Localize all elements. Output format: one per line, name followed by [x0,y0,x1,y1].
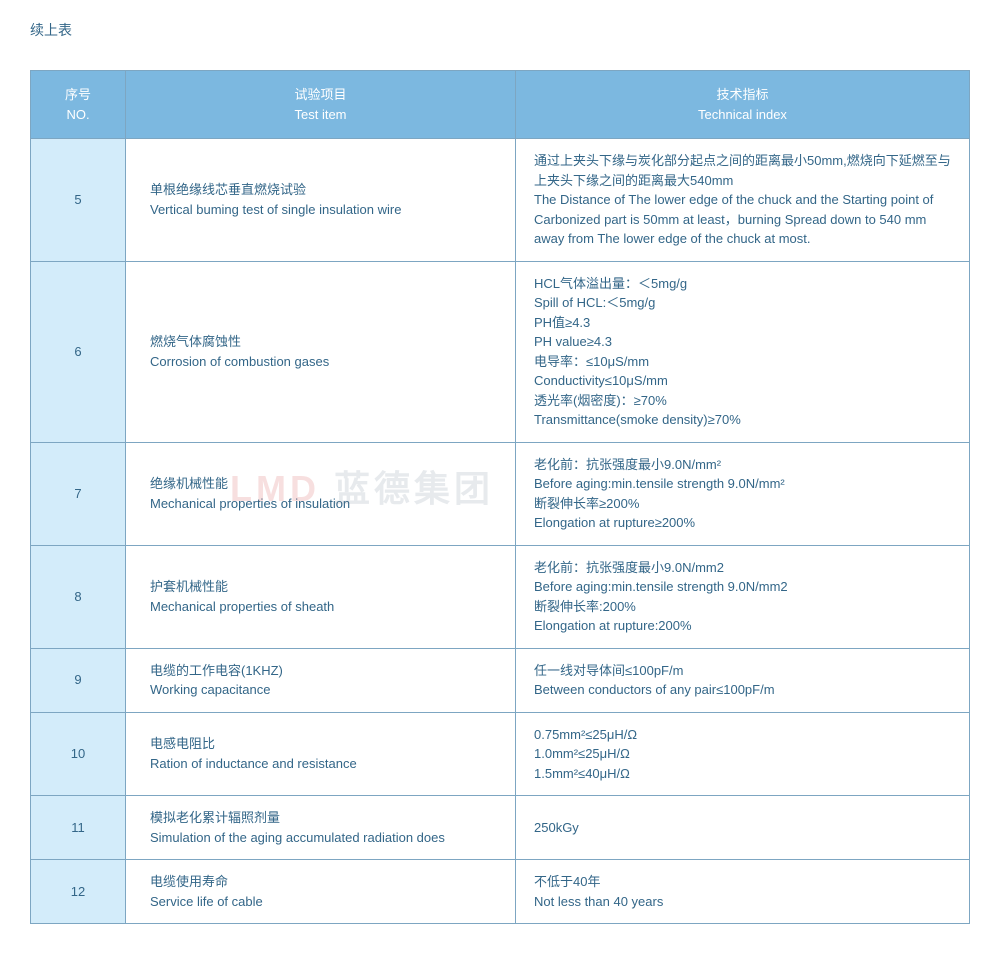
cell-no: 6 [31,261,126,442]
table-header-row: 序号 NO. 试验项目 Test item 技术指标 Technical ind… [31,71,970,139]
cell-test-item: 绝缘机械性能Mechanical properties of insulatio… [126,442,516,545]
cell-technical-index: 通过上夹头下缘与炭化部分起点之间的距离最小50mm,燃烧向下延燃至与上夹头下缘之… [516,139,970,262]
cell-test-item: 电缆使用寿命Service life of cable [126,860,516,924]
cell-technical-index: 任一线对导体间≤100pF/mBetween conductors of any… [516,648,970,712]
cell-technical-index: 0.75mm²≤25μH/Ω1.0mm²≤25μH/Ω1.5mm²≤40μH/Ω [516,712,970,796]
cell-no: 11 [31,796,126,860]
spec-table: 序号 NO. 试验项目 Test item 技术指标 Technical ind… [30,70,970,924]
cell-test-item: 模拟老化累计辐照剂量Simulation of the aging accumu… [126,796,516,860]
cell-technical-index: 不低于40年Not less than 40 years [516,860,970,924]
cell-test-item: 燃烧气体腐蚀性Corrosion of combustion gases [126,261,516,442]
cell-technical-index: 老化前：抗张强度最小9.0N/mm²Before aging:min.tensi… [516,442,970,545]
cell-technical-index: 250kGy [516,796,970,860]
cell-no: 7 [31,442,126,545]
cell-no: 8 [31,545,126,648]
table-caption: 续上表 [30,20,970,40]
cell-test-item: 护套机械性能Mechanical properties of sheath [126,545,516,648]
table-row: 10电感电阻比Ration of inductance and resistan… [31,712,970,796]
cell-test-item: 单根绝缘线芯垂直燃烧试验Vertical buming test of sing… [126,139,516,262]
table-row: 6燃烧气体腐蚀性Corrosion of combustion gasesHCL… [31,261,970,442]
table-row: 11模拟老化累计辐照剂量Simulation of the aging accu… [31,796,970,860]
header-index: 技术指标 Technical index [516,71,970,139]
cell-no: 9 [31,648,126,712]
table-row: 5单根绝缘线芯垂直燃烧试验Vertical buming test of sin… [31,139,970,262]
cell-technical-index: HCL气体溢出量：＜5mg/gSpill of HCL:＜5mg/gPH值≥4.… [516,261,970,442]
cell-test-item: 电感电阻比Ration of inductance and resistance [126,712,516,796]
cell-no: 5 [31,139,126,262]
cell-no: 10 [31,712,126,796]
table-row: 9电缆的工作电容(1KHZ)Working capacitance任一线对导体间… [31,648,970,712]
cell-no: 12 [31,860,126,924]
header-item: 试验项目 Test item [126,71,516,139]
table-row: 8护套机械性能Mechanical properties of sheath老化… [31,545,970,648]
table-row: 12电缆使用寿命Service life of cable不低于40年Not l… [31,860,970,924]
header-no: 序号 NO. [31,71,126,139]
cell-technical-index: 老化前：抗张强度最小9.0N/mm2Before aging:min.tensi… [516,545,970,648]
table-row: 7绝缘机械性能Mechanical properties of insulati… [31,442,970,545]
cell-test-item: 电缆的工作电容(1KHZ)Working capacitance [126,648,516,712]
